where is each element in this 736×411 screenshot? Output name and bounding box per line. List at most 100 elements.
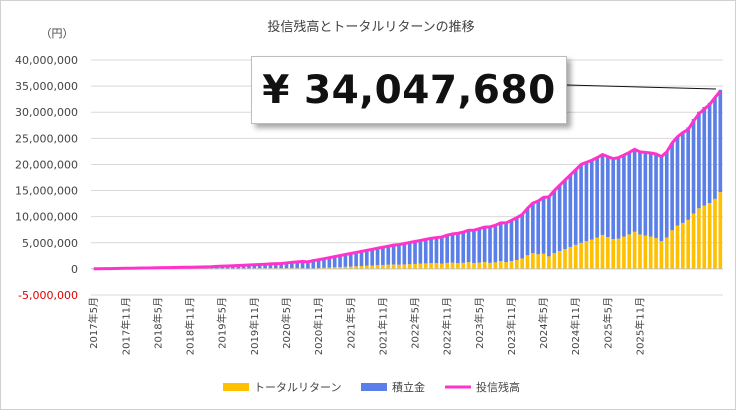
bar-total-return xyxy=(456,263,460,269)
bar-contribution xyxy=(649,153,653,237)
bar-total-return xyxy=(435,263,439,269)
bar-total-return xyxy=(585,241,589,269)
bar-contribution xyxy=(360,251,364,266)
bar-contribution xyxy=(456,233,460,263)
bar-total-return xyxy=(392,264,396,268)
bar-total-return xyxy=(719,192,723,269)
bar-contribution xyxy=(697,112,701,209)
legend-swatch-contributions xyxy=(361,383,387,391)
bar-contribution xyxy=(665,152,669,238)
legend: トータルリターン 積立金 投信残高 xyxy=(223,380,520,394)
bar-total-return xyxy=(670,230,674,269)
bar-contribution xyxy=(692,119,696,214)
bar-total-return xyxy=(531,253,535,269)
x-tick-label: 2020年11月 xyxy=(312,297,325,355)
bar-total-return xyxy=(494,262,498,269)
bar-contribution xyxy=(386,246,390,265)
bar-total-return xyxy=(408,264,412,269)
bar-total-return xyxy=(617,239,621,269)
bar-contribution xyxy=(595,158,599,238)
bar-contribution xyxy=(349,253,353,266)
bar-contribution xyxy=(579,164,583,242)
bar-total-return xyxy=(451,263,455,269)
y-axis-tick-labels: 40,000,00035,000,00030,000,00025,000,000… xyxy=(15,54,78,302)
bar-contribution xyxy=(429,238,433,263)
x-tick-label: 2019年5月 xyxy=(216,297,229,349)
bar-contribution xyxy=(633,149,637,232)
x-tick-label: 2022年11月 xyxy=(441,297,454,355)
bar-total-return xyxy=(542,254,546,269)
bar-total-return xyxy=(638,234,642,268)
bar-contribution xyxy=(467,230,471,262)
balance-callout-value: ¥ 34,047,680 xyxy=(262,68,555,113)
bar-total-return xyxy=(606,237,610,269)
bar-contribution xyxy=(354,252,358,266)
bar-total-return xyxy=(520,258,524,268)
bar-total-return xyxy=(547,256,551,269)
x-tick-label: 2021年11月 xyxy=(376,297,389,355)
bar-contribution xyxy=(606,157,610,237)
x-tick-label: 2017年5月 xyxy=(87,297,100,349)
bar-total-return xyxy=(386,265,390,269)
x-tick-label: 2023年5月 xyxy=(473,297,486,349)
bar-contribution xyxy=(601,155,605,235)
bar-contribution xyxy=(413,241,417,263)
bar-total-return xyxy=(660,241,664,269)
callout-leader-line xyxy=(567,85,716,89)
bar-total-return xyxy=(526,255,530,269)
bar-total-return xyxy=(536,254,540,269)
bar-contribution xyxy=(542,197,546,253)
bar-total-return xyxy=(424,263,428,268)
y-axis-unit: （円） xyxy=(41,27,74,40)
x-tick-label: 2024年11月 xyxy=(569,297,582,355)
bar-total-return xyxy=(622,237,626,269)
x-tick-label: 2025年11月 xyxy=(633,297,646,355)
x-tick-label: 2018年11月 xyxy=(184,297,197,355)
bar-contribution xyxy=(611,159,615,239)
bar-contribution xyxy=(681,133,685,223)
bar-contribution xyxy=(419,240,423,263)
bar-total-return xyxy=(370,265,374,268)
bar-contribution xyxy=(569,175,573,247)
bar-contribution xyxy=(622,155,626,236)
bar-total-return xyxy=(488,263,492,269)
bar-contribution xyxy=(424,239,428,263)
y-tick-label: 25,000,000 xyxy=(15,132,78,145)
legend-label-contributions: 積立金 xyxy=(392,380,425,394)
legend-label-balance: 投信残高 xyxy=(476,380,520,394)
bar-total-return xyxy=(627,234,631,268)
x-tick-label: 2024年5月 xyxy=(537,297,550,349)
bar-total-return xyxy=(515,260,519,269)
bar-total-return xyxy=(601,235,605,269)
bar-contribution xyxy=(520,215,524,259)
bar-contribution xyxy=(472,230,476,263)
bar-contribution xyxy=(574,170,578,245)
bar-contribution xyxy=(381,247,385,265)
legend-swatch-total-return xyxy=(223,383,249,391)
bar-contribution xyxy=(370,249,374,265)
bar-contribution xyxy=(397,245,401,265)
chart-title: 投信残高とトータルリターンの推移 xyxy=(267,19,474,35)
bar-total-return xyxy=(702,206,706,269)
bar-total-return xyxy=(697,208,701,269)
bar-contribution xyxy=(558,185,562,251)
y-tick-label: 30,000,000 xyxy=(15,106,78,119)
bar-total-return xyxy=(461,263,465,269)
bar-contribution xyxy=(510,220,514,261)
bar-total-return xyxy=(381,265,385,269)
y-tick-label: 10,000,000 xyxy=(15,211,78,224)
bar-contribution xyxy=(499,223,503,261)
bar-contribution xyxy=(435,238,439,264)
bar-total-return xyxy=(649,237,653,269)
bar-contribution xyxy=(494,225,498,262)
bar-contribution xyxy=(552,191,556,254)
bar-total-return xyxy=(686,220,690,269)
bar-contribution xyxy=(451,234,455,263)
bar-total-return xyxy=(563,249,567,269)
bar-total-return xyxy=(429,263,433,269)
bar-contribution xyxy=(638,152,642,235)
bar-total-return xyxy=(579,243,583,269)
y-tick-label: 0 xyxy=(71,263,78,276)
bar-total-return xyxy=(681,223,685,269)
